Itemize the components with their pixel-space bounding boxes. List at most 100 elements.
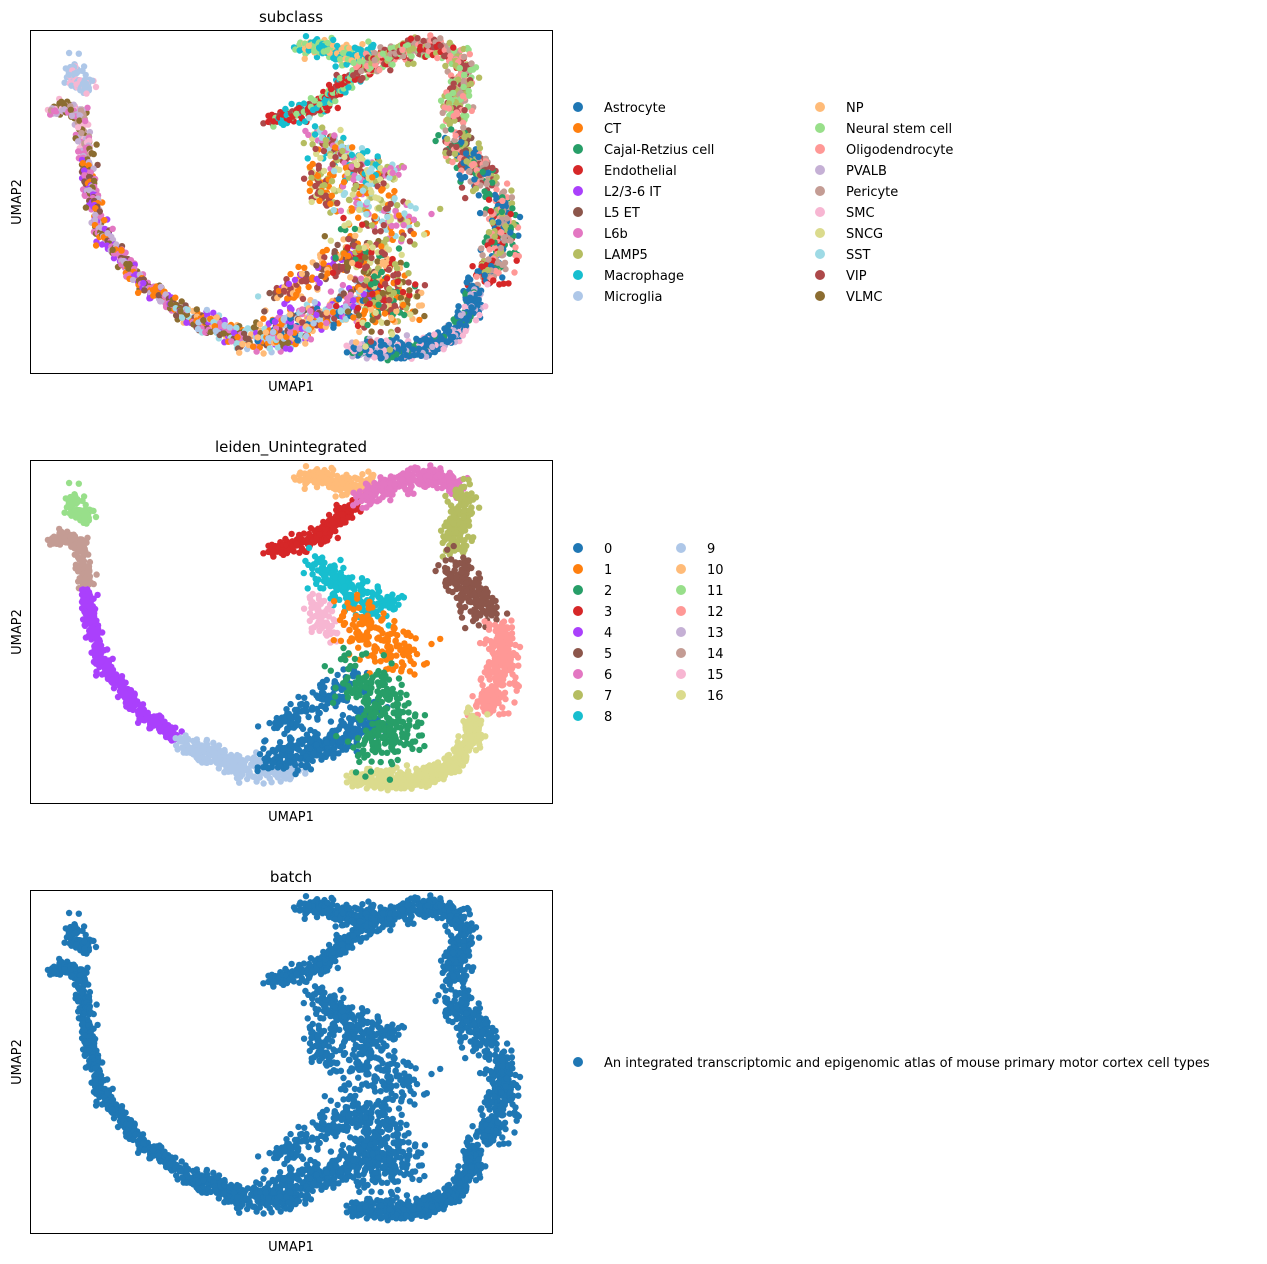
scatter-point [212, 327, 220, 334]
scatter-point [327, 237, 334, 244]
scatter-point [446, 149, 453, 157]
scatter-point [489, 179, 496, 186]
legend-marker [815, 123, 825, 133]
scatter-point [434, 54, 441, 62]
scatter-point [234, 333, 241, 341]
scatter-point [388, 331, 396, 338]
scatter-point [498, 208, 505, 216]
legend-label: SNCG [846, 227, 883, 242]
scatter-point [346, 44, 353, 52]
scatter-point [178, 314, 186, 321]
scatter-point [359, 74, 366, 82]
scatter-point [347, 291, 354, 299]
scatter-point [471, 176, 478, 183]
scatter-point [320, 48, 327, 55]
scatter-point [374, 258, 381, 265]
scatter-point [305, 283, 312, 291]
scatter-point [507, 237, 514, 244]
scatter-point [356, 345, 363, 352]
scatter-point [311, 299, 318, 306]
scatter-point [308, 198, 315, 206]
scatter-point [401, 210, 408, 217]
scatter-point [149, 716, 157, 724]
scatter-point [73, 81, 80, 88]
scatter-point [500, 188, 508, 195]
scatter-point [495, 219, 502, 226]
scatter-points [44, 462, 524, 794]
scatter-point [350, 314, 357, 321]
scatter-point [307, 737, 314, 745]
scatter-point [358, 67, 365, 75]
scatter-point [405, 341, 412, 348]
scatter-point [271, 318, 279, 325]
scatter-point [483, 180, 490, 188]
scatter-point [149, 286, 157, 294]
scatter-point [499, 197, 506, 204]
scatter-point [340, 214, 347, 222]
scatter-point [194, 325, 202, 333]
scatter-point [508, 187, 515, 194]
legend-label: NP [846, 101, 864, 116]
scatter-point [364, 159, 371, 167]
scatter-point [312, 182, 319, 190]
scatter-point [172, 724, 179, 731]
legend-marker [815, 249, 825, 259]
scatter-point [371, 49, 378, 57]
scatter-point [413, 335, 420, 342]
scatter-point [355, 244, 362, 251]
scatter-point [379, 289, 387, 297]
scatter-point [368, 222, 375, 229]
scatter-point [461, 133, 468, 141]
scatter-point [452, 132, 459, 139]
scatter-point [461, 107, 468, 114]
scatter-point [362, 343, 369, 350]
scatter-point [239, 340, 246, 348]
scatter-point [334, 104, 341, 112]
scatter-point [109, 225, 116, 232]
legend-marker [815, 270, 825, 280]
scatter-point [388, 230, 395, 237]
scatter-point [361, 307, 369, 315]
scatter-point [400, 221, 407, 229]
scatter-point [305, 756, 312, 763]
scatter-point [306, 163, 313, 171]
scatter-point [323, 749, 330, 757]
scatter-point [389, 169, 396, 177]
scatter-point [348, 207, 356, 214]
scatter-point [104, 230, 111, 237]
scatter-point [355, 174, 363, 181]
scatter-point [109, 655, 116, 662]
scatter-point [440, 346, 447, 353]
scatter-point [385, 266, 392, 273]
scatter-point [453, 143, 460, 151]
scatter-point [394, 278, 401, 285]
scatter-point [285, 280, 293, 288]
scatter-point [253, 348, 260, 355]
scatter-point [82, 117, 89, 125]
legend-label: L5 ET [604, 206, 640, 221]
scatter-point [323, 739, 330, 746]
scatter-point [91, 216, 99, 223]
scatter-point [313, 311, 320, 319]
scatter-point [407, 311, 414, 318]
scatter-point [341, 153, 348, 161]
scatter-point [352, 232, 359, 239]
scatter-point [281, 300, 288, 308]
legend-marker [815, 144, 825, 154]
scatter-point [486, 246, 493, 253]
legend-label: VIP [846, 269, 867, 284]
scatter-point [278, 119, 285, 127]
scatter-point [280, 287, 288, 294]
legend-label: Endothelial [604, 164, 677, 179]
scatter-point [345, 235, 353, 243]
scatter-point [410, 60, 417, 67]
scatter-point [287, 270, 294, 278]
scatter-point [286, 329, 294, 336]
scatter-point [254, 334, 261, 341]
scatter-point [348, 151, 356, 159]
scatter-point [407, 35, 415, 42]
scatter-point [437, 97, 445, 104]
scatter-point [355, 312, 363, 319]
scatter-point [479, 168, 486, 176]
